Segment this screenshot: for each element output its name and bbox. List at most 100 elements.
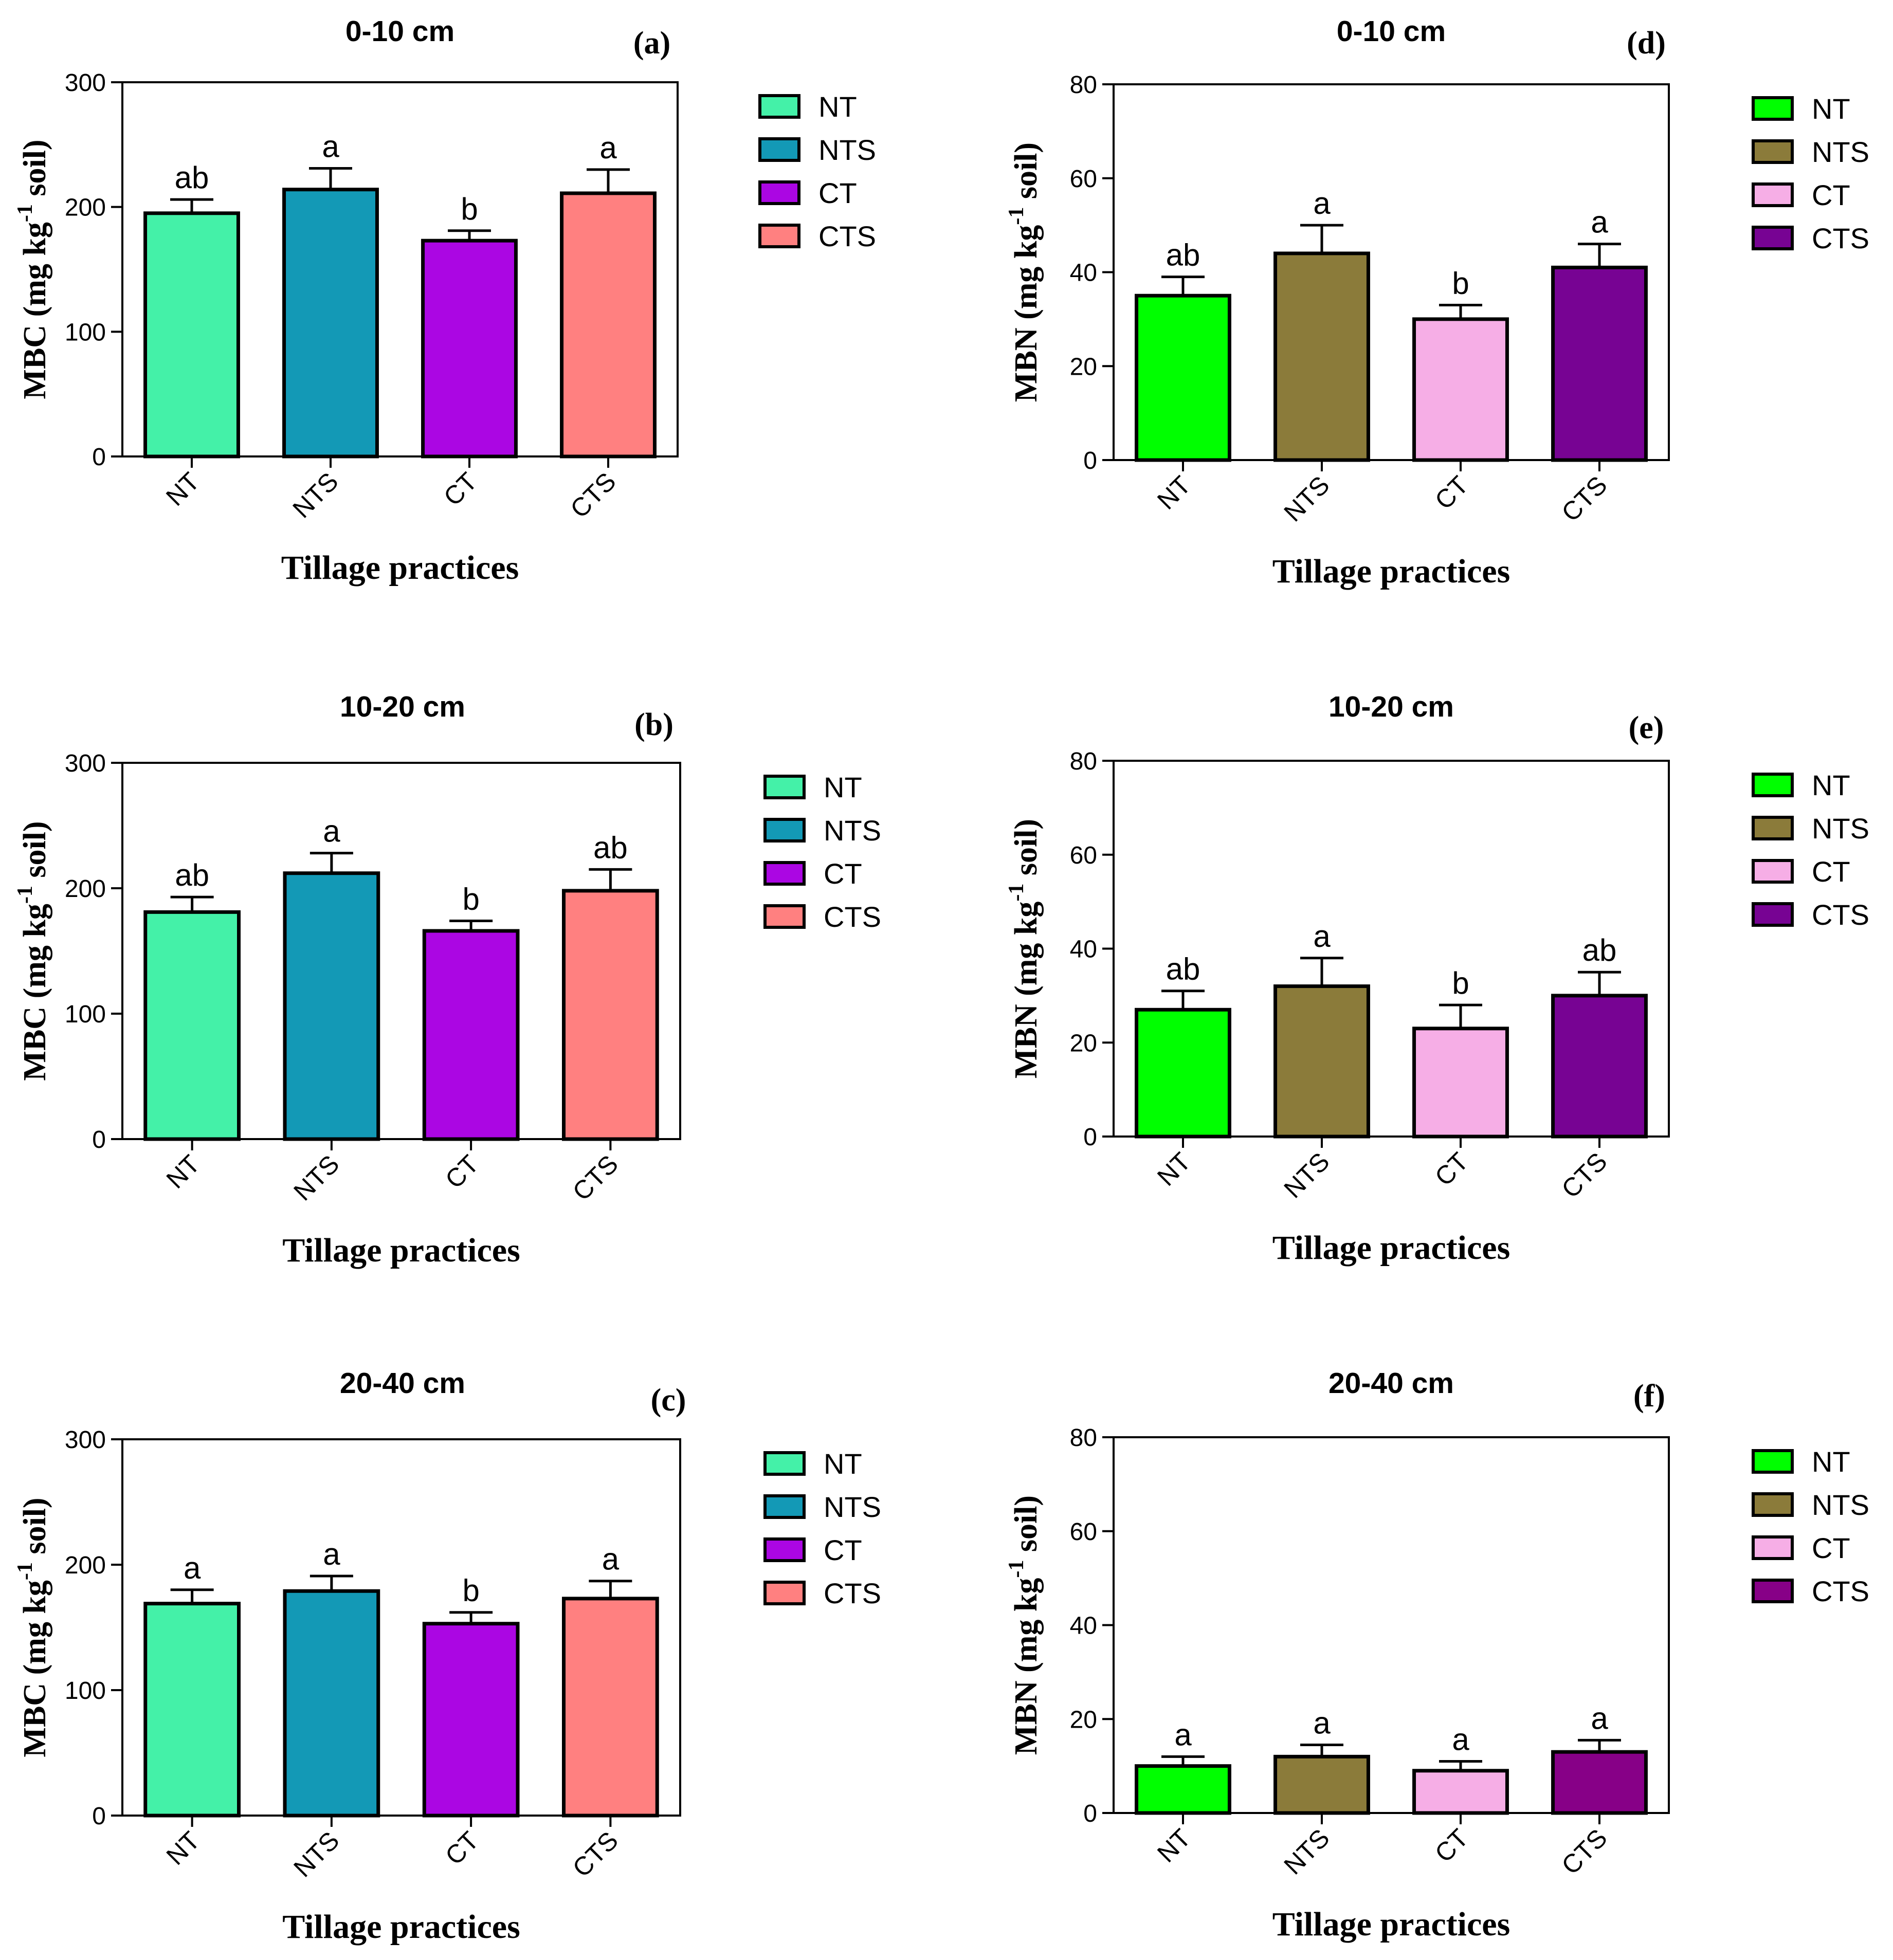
significance-label: a xyxy=(323,1537,340,1571)
y-tick-label: 300 xyxy=(65,69,106,97)
x-tick-label: NT xyxy=(1152,1147,1196,1192)
legend-label: NT xyxy=(818,90,857,123)
x-tick-label: NTS xyxy=(1278,1147,1335,1203)
y-tick-label: 80 xyxy=(1070,71,1097,99)
legend-label: CT xyxy=(1812,855,1850,888)
legend-label: NT xyxy=(1812,1445,1850,1478)
y-axis-title-end: soil) xyxy=(17,1497,52,1562)
bar-nt xyxy=(1135,1764,1231,1815)
significance-label: b xyxy=(1452,266,1469,300)
panel-label: (d) xyxy=(1627,26,1666,61)
panel-title: 0-10 cm xyxy=(345,15,454,48)
significance-label: ab xyxy=(1166,238,1200,272)
legend-label: CTS xyxy=(818,220,876,252)
panel-c: 20-40 cm (c) 0 100 200 300 a NT a NTS b CT a CTS Tilla… xyxy=(13,1367,881,1946)
panel-title: 10-20 cm xyxy=(340,690,465,723)
y-tick-label: 100 xyxy=(65,1677,106,1705)
y-tick-label: 100 xyxy=(65,319,106,346)
legend-label: NTS xyxy=(824,1491,881,1523)
x-tick-label: NT xyxy=(161,1826,206,1871)
x-tick-label: CTS xyxy=(1556,1147,1612,1203)
legend-swatch-nt xyxy=(763,1451,806,1476)
bar-cts xyxy=(1551,265,1648,462)
x-tick-label: NTS xyxy=(288,1826,344,1882)
x-tick-label: CT xyxy=(438,467,483,511)
legend-swatch-cts xyxy=(1752,226,1794,250)
y-tick-label: 200 xyxy=(65,875,106,903)
y-axis-title-end: soil) xyxy=(1009,142,1044,207)
x-tick-label: NTS xyxy=(287,467,343,523)
bar-nt xyxy=(1135,294,1231,462)
panel-label: (e) xyxy=(1629,710,1664,745)
legend-label: NT xyxy=(824,771,862,803)
y-axis-title-end: soil) xyxy=(1009,819,1044,884)
bar-ct xyxy=(1412,1027,1509,1139)
significance-label: a xyxy=(1452,1722,1469,1756)
y-axis-title-superscript: -1 xyxy=(1005,207,1028,225)
legend-swatch-nts xyxy=(758,137,800,162)
y-tick-label: 0 xyxy=(1083,1124,1097,1151)
legend-swatch-nts xyxy=(1752,1492,1794,1517)
panel-f: 20-40 cm (f) 0 20 40 60 80 a NT a NTS a CT a CTS Tillag… xyxy=(1005,1367,1869,1943)
x-tick-label: NT xyxy=(1152,1823,1196,1868)
plot-frame xyxy=(121,81,679,457)
significance-label: b xyxy=(461,192,478,226)
significance-label: a xyxy=(602,1542,620,1577)
y-tick-label: 0 xyxy=(1083,447,1097,474)
legend-swatch-nt xyxy=(1752,96,1794,121)
significance-label: a xyxy=(323,814,340,849)
x-tick-label: CT xyxy=(1429,470,1474,515)
y-tick-label: 20 xyxy=(1070,1030,1097,1057)
y-tick-label: 40 xyxy=(1070,936,1097,963)
bar-nt xyxy=(1135,1008,1231,1139)
y-axis-title-main: MBC (mg kg xyxy=(17,904,52,1080)
x-tick-label: NTS xyxy=(1278,1823,1335,1880)
bar-nts xyxy=(282,188,379,459)
y-axis-title-main: MBC (mg kg xyxy=(17,222,52,399)
legend-label: NT xyxy=(1812,93,1850,125)
y-tick-label: 0 xyxy=(92,1126,106,1153)
significance-label: ab xyxy=(175,858,209,892)
legend-swatch-nt xyxy=(1752,1449,1794,1474)
legend-swatch-nts xyxy=(1752,816,1794,840)
significance-label: b xyxy=(1452,966,1469,1000)
legend-swatch-ct xyxy=(1752,1535,1794,1560)
y-tick-label: 100 xyxy=(65,1001,106,1028)
y-axis-title-superscript: -1 xyxy=(13,1562,37,1580)
bar-nts xyxy=(1273,251,1370,462)
y-tick-label: 40 xyxy=(1070,1613,1097,1640)
y-axis-title-main: MBN (mg kg xyxy=(1009,1578,1044,1755)
x-tick-label: CTS xyxy=(1556,470,1612,527)
significance-label: ab xyxy=(1166,952,1200,986)
significance-label: a xyxy=(1313,186,1331,221)
x-tick-label: CT xyxy=(440,1149,484,1194)
bar-ct xyxy=(422,1622,520,1818)
legend-swatch-nt xyxy=(758,94,800,119)
significance-label: a xyxy=(599,131,617,165)
y-axis-title-superscript: -1 xyxy=(13,886,37,904)
x-axis-title: Tillage practices xyxy=(282,1232,520,1269)
y-tick-label: 0 xyxy=(92,1803,106,1830)
panel-label: (c) xyxy=(651,1383,686,1418)
y-axis-title: MBN (mg kg-1 soil) xyxy=(1005,1495,1044,1755)
y-axis-title: MBC (mg kg-1 soil) xyxy=(13,139,52,399)
x-tick-label: CT xyxy=(1429,1823,1474,1868)
legend-label: NTS xyxy=(818,134,876,166)
x-axis-title: Tillage practices xyxy=(1272,1229,1510,1267)
legend-label: CTS xyxy=(1812,1575,1869,1607)
significance-label: ab xyxy=(593,830,628,865)
y-tick-label: 0 xyxy=(1083,1800,1097,1827)
legend-swatch-cts xyxy=(763,904,806,929)
panel-label: (a) xyxy=(633,26,670,61)
legend-label: CTS xyxy=(1812,899,1869,931)
legend-swatch-nt xyxy=(763,775,806,799)
y-axis-title-superscript: -1 xyxy=(1005,1560,1028,1578)
y-axis-title-main: MBN (mg kg xyxy=(1009,225,1044,402)
x-tick-label: CTS xyxy=(1556,1823,1612,1880)
legend-swatch-cts xyxy=(758,224,800,248)
bar-nts xyxy=(283,871,380,1141)
plot-frame xyxy=(121,762,681,1140)
panel-a: 0-10 cm (a) 0 100 200 300 ab NT a NTS b CT a CTS Tilla… xyxy=(13,15,876,587)
legend-swatch-ct xyxy=(763,1537,806,1562)
